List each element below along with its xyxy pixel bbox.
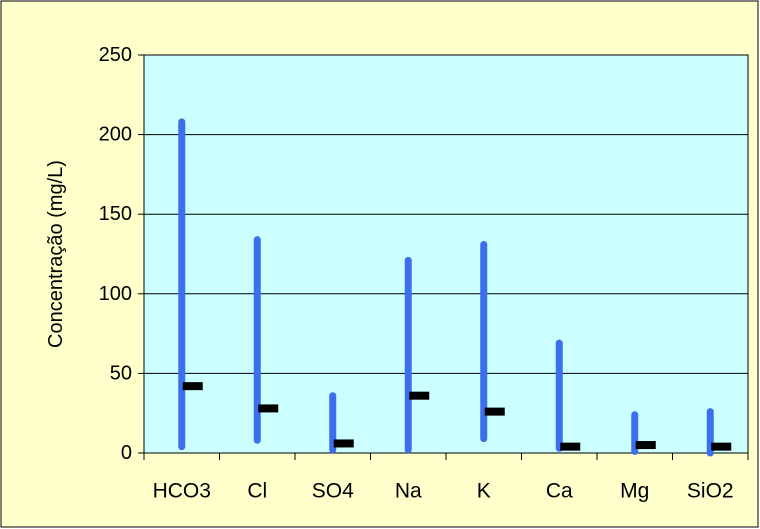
median-markers — [182, 382, 732, 451]
y-tick-label: 250 — [99, 44, 132, 66]
y-tick-label: 0 — [121, 442, 132, 464]
median-marker — [711, 442, 732, 451]
y-tick-label: 50 — [110, 362, 132, 384]
y-tick-label: 150 — [99, 203, 132, 225]
axes — [138, 54, 749, 460]
x-tick-label: SiO2 — [687, 480, 734, 503]
median-marker — [258, 404, 279, 413]
median-marker — [182, 382, 203, 391]
plot-area — [143, 54, 749, 454]
range-bars — [178, 118, 714, 457]
x-tick-label: HCO3 — [153, 480, 211, 503]
x-tick-label: K — [477, 480, 491, 503]
x-tick-label: Cl — [247, 480, 267, 503]
gridlines — [144, 54, 748, 374]
x-tick-labels: HCO3 Cl SO4 Na K Ca Mg SiO2 — [153, 480, 734, 503]
x-tick-label: Na — [395, 480, 422, 503]
y-tick-labels: 0 50 100 150 200 250 — [99, 44, 132, 464]
median-marker — [409, 391, 430, 400]
y-tick-label: 100 — [99, 283, 132, 305]
median-marker — [484, 407, 505, 416]
median-marker — [333, 439, 354, 448]
x-tick-label: SO4 — [312, 480, 354, 503]
x-tick-label: Ca — [546, 480, 573, 503]
median-marker — [560, 442, 581, 451]
x-tick-label: Mg — [620, 480, 649, 503]
y-tick-label: 200 — [99, 124, 132, 146]
y-axis-title: Concentração (mg/L) — [45, 160, 67, 348]
median-marker — [635, 441, 656, 450]
